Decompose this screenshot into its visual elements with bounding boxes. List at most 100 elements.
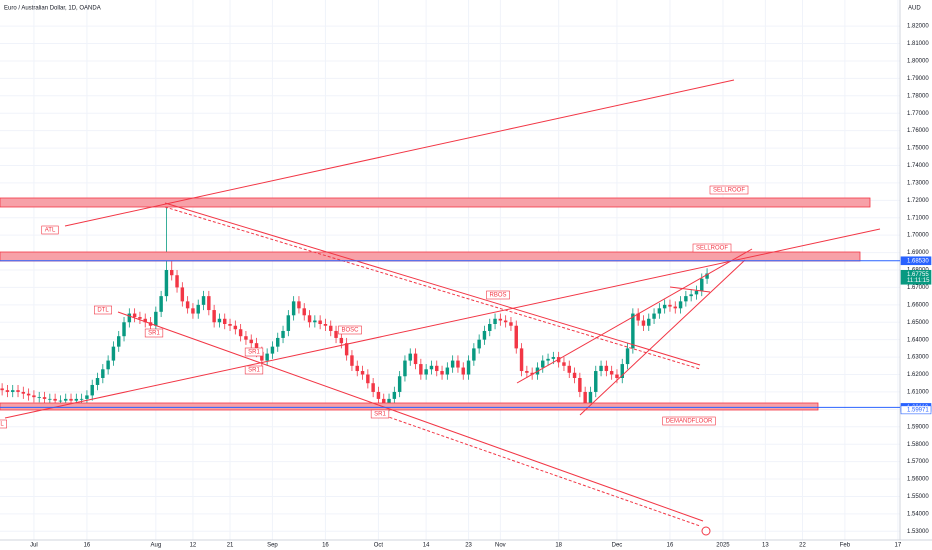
candle-body — [254, 343, 259, 352]
annotation-box — [0, 419, 7, 429]
zone — [0, 197, 871, 208]
candle-body — [106, 360, 110, 370]
candle-body — [376, 391, 381, 399]
candle-body — [461, 367, 465, 375]
candle-body — [456, 360, 460, 368]
candles — [0, 203, 709, 412]
x-tick-label: Oct — [374, 543, 384, 549]
price-badge-label: 1.68530 — [907, 258, 929, 264]
candle-body — [503, 320, 508, 323]
flag-line — [669, 286, 711, 293]
countdown: 11:11:15 — [907, 278, 930, 284]
candle-body — [270, 346, 275, 354]
candle-body — [26, 393, 31, 396]
candle-body — [16, 390, 20, 392]
candle-body — [265, 353, 269, 361]
annotation: RBOS — [489, 293, 506, 299]
y-tick-label: 1.72000 — [907, 198, 929, 204]
candle-body — [625, 348, 630, 365]
x-tick-label: 14 — [423, 543, 430, 549]
candle-body — [302, 308, 306, 316]
currency: AUD — [908, 6, 921, 12]
annotation: SR1 — [248, 368, 260, 374]
candle-body — [700, 278, 704, 291]
x-tick-label: 13 — [762, 543, 769, 549]
annotation-box — [244, 347, 264, 357]
y-tick-label: 1.79000 — [907, 76, 929, 82]
candle-body — [572, 372, 577, 378]
candle-body — [323, 324, 328, 326]
annotation-box — [338, 325, 362, 335]
candle-body — [604, 365, 609, 372]
annotation-box — [709, 185, 749, 195]
y-tick-label: 1.55000 — [907, 494, 929, 500]
trend-line — [379, 413, 701, 527]
candle-body — [482, 330, 487, 340]
candle-body — [95, 378, 100, 385]
candle-body — [694, 290, 699, 295]
annotation-box — [662, 416, 716, 426]
annotation: DEMANDFLOOR — [666, 419, 713, 425]
y-tick-label: 1.56000 — [907, 477, 929, 483]
candle-body — [318, 320, 322, 324]
candle-body — [64, 398, 68, 401]
candle-body — [472, 348, 476, 361]
candle-body — [159, 296, 163, 312]
candle-body — [562, 362, 566, 366]
candle-body — [58, 400, 63, 402]
annotation-box — [244, 365, 264, 375]
candle-body — [21, 391, 26, 394]
candle-body — [175, 275, 179, 288]
annotation: SR1 — [148, 331, 160, 337]
annotation: L — [0, 422, 4, 428]
x-tick-label: Nov — [495, 543, 506, 549]
candle-body — [615, 374, 619, 378]
candle-body — [233, 325, 238, 330]
candle-body — [185, 301, 190, 309]
x-tick-label: 22 — [799, 543, 806, 549]
candle-body — [493, 318, 497, 324]
candle-body — [350, 355, 354, 366]
candle-body — [69, 398, 73, 401]
candle-body — [360, 371, 365, 375]
candle-body — [519, 348, 524, 372]
candle-body — [291, 301, 296, 316]
candle-body — [143, 318, 147, 323]
y-tick-label: 1.75000 — [907, 146, 929, 152]
grid — [0, 0, 900, 540]
candle-body — [546, 358, 550, 361]
candle-body — [79, 398, 84, 400]
annotation: SR1 — [374, 412, 386, 418]
candle-body — [647, 318, 651, 326]
y-tick-label: 1.54000 — [907, 511, 929, 517]
candle-body — [201, 296, 206, 305]
x-tick-label: Aug — [150, 543, 161, 549]
candle-body — [37, 397, 41, 398]
candle-body — [249, 339, 253, 344]
y-tick-label: 1.62000 — [907, 372, 929, 378]
y-tick-label: 1.64000 — [907, 337, 929, 343]
candle-body — [609, 371, 614, 375]
candle-body — [440, 371, 444, 375]
zone — [0, 402, 819, 411]
candle-body — [445, 367, 450, 375]
y-tick-label: 1.78000 — [907, 93, 929, 99]
candle-body — [408, 353, 412, 361]
candle-body — [90, 384, 94, 396]
candle-body — [297, 301, 301, 309]
trend-line — [164, 202, 701, 366]
candle-body — [652, 313, 656, 319]
y-tick-label: 1.74000 — [907, 163, 929, 169]
candle-body — [334, 330, 338, 338]
price-badge-label: 1.67755 — [907, 272, 929, 278]
candle-body — [551, 357, 556, 359]
candle-body — [620, 364, 624, 378]
x-tick-label: Feb — [840, 543, 851, 549]
candle-body — [0, 388, 4, 391]
candle-body — [631, 313, 635, 349]
candle-body — [238, 329, 243, 337]
candle-body — [276, 337, 280, 347]
candle-body — [578, 378, 582, 392]
candle-body — [281, 330, 285, 338]
